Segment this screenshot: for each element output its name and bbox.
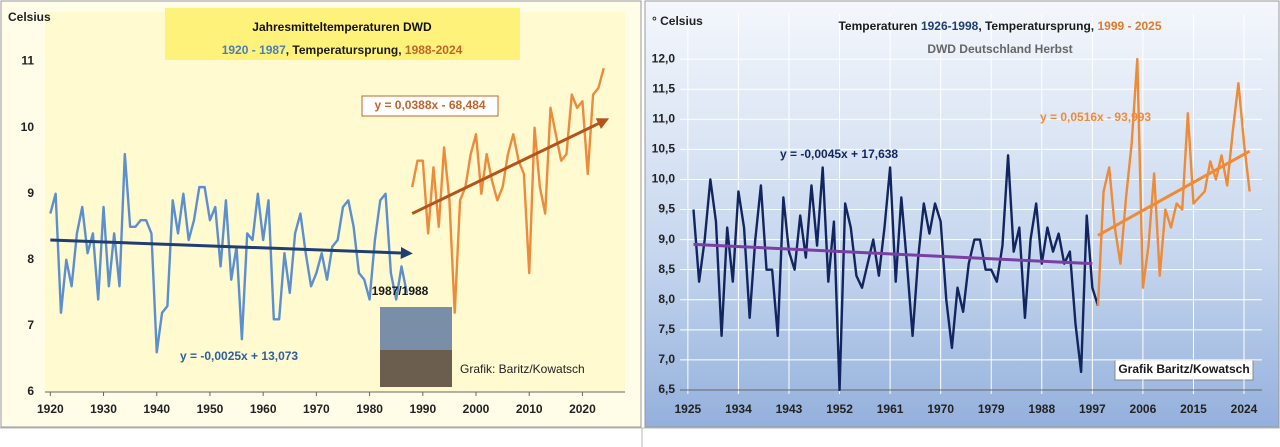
annotation: y = -0,0045x + 17,638 [780, 147, 898, 161]
y-tick-label: 11 [21, 54, 34, 68]
annotation: Grafik: Baritz/Kowatsch [460, 362, 585, 376]
title-part: , Temperatursprung, [978, 19, 1097, 33]
x-tick-label: 1970 [303, 402, 330, 416]
y-tick-label: 6,5 [658, 382, 675, 396]
x-tick-label: 1925 [675, 402, 702, 416]
equation-box [361, 95, 499, 117]
y-tick-label: 11,5 [652, 81, 675, 95]
x-tick-label: 1943 [776, 402, 803, 416]
chart-subtitle: DWD Deutschland Herbst [927, 42, 1072, 56]
title-part: 1926-1998 [921, 19, 979, 33]
y-tick-label: 11,0 [652, 111, 675, 125]
annotation: Grafik Baritz/Kowatsch [1118, 362, 1249, 376]
x-tick-label: 1979 [978, 402, 1005, 416]
x-tick-label: 1930 [90, 402, 117, 416]
photo-ground [380, 350, 452, 387]
y-tick-label: 6 [27, 384, 34, 398]
y-tick-label: 7,5 [658, 322, 675, 336]
y-axis-label: Celsius [8, 10, 51, 24]
trend-line [411, 118, 610, 215]
x-tick-label: 1997 [1079, 402, 1106, 416]
x-tick-label: 2006 [1130, 402, 1157, 416]
y-tick-label: 8,5 [658, 262, 675, 276]
y-tick-label: 10,0 [652, 172, 676, 186]
subtitle-part: 1920 - 1987 [222, 43, 286, 57]
x-tick-label: 1988 [1028, 402, 1055, 416]
x-tick-label: 1940 [143, 402, 170, 416]
x-tick-label: 1980 [356, 402, 383, 416]
trend-line [50, 238, 413, 259]
y-tick-label: 9,0 [658, 232, 675, 246]
x-tick-label: 1990 [409, 402, 436, 416]
title-highlight [165, 8, 520, 60]
subtitle-part: , Temperatursprung, [286, 43, 405, 57]
x-tick-label: 2020 [569, 402, 596, 416]
x-tick-label: 1934 [725, 402, 752, 416]
chart-title: Jahresmitteltemperaturen DWD [252, 20, 432, 34]
y-tick-label: 10,5 [652, 142, 676, 156]
x-tick-label: 1970 [927, 402, 954, 416]
annotation: y = 0,0516x - 93,993 [1040, 110, 1151, 124]
series-line [1096, 57, 1251, 306]
trend-line [693, 242, 1093, 266]
x-tick-label: 2015 [1180, 402, 1207, 416]
y-axis-label: ° Celsius [652, 14, 703, 28]
y-tick-label: 8 [27, 252, 34, 266]
title-part: Temperaturen [838, 19, 920, 33]
trend-line [1097, 149, 1251, 237]
series-line [49, 152, 409, 354]
annotation: y = -0,0025x + 13,073 [180, 349, 298, 363]
chart-subtitle: 1920 - 1987, Temperatursprung, 1988-2024 [222, 43, 463, 57]
y-tick-label: 7,0 [658, 352, 675, 366]
x-tick-label: 1950 [197, 402, 224, 416]
x-tick-label: 1952 [826, 402, 853, 416]
y-tick-label: 8,0 [658, 292, 675, 306]
x-tick-label: 1960 [250, 402, 277, 416]
left-plot-area [45, 12, 625, 392]
title-part: 1999 - 2025 [1097, 19, 1161, 33]
y-tick-label: 9,5 [658, 202, 675, 216]
annotation: y = 0,0388x - 68,484 [374, 98, 485, 112]
y-tick-label: 12,0 [652, 51, 676, 65]
y-tick-label: 10 [21, 120, 35, 134]
x-tick-label: 2000 [463, 402, 490, 416]
x-tick-label: 1920 [37, 402, 64, 416]
series-line [692, 154, 1100, 392]
series-line [410, 67, 605, 314]
annotation: 1987/1988 [372, 284, 429, 298]
x-tick-label: 2010 [516, 402, 543, 416]
y-tick-label: 9 [27, 186, 34, 200]
subtitle-part: 1988-2024 [405, 43, 463, 57]
y-tick-label: 7 [27, 318, 34, 332]
x-tick-label: 1961 [877, 402, 904, 416]
chart-title: Temperaturen 1926-1998, Temperatursprung… [838, 19, 1161, 33]
x-tick-label: 2024 [1231, 402, 1258, 416]
